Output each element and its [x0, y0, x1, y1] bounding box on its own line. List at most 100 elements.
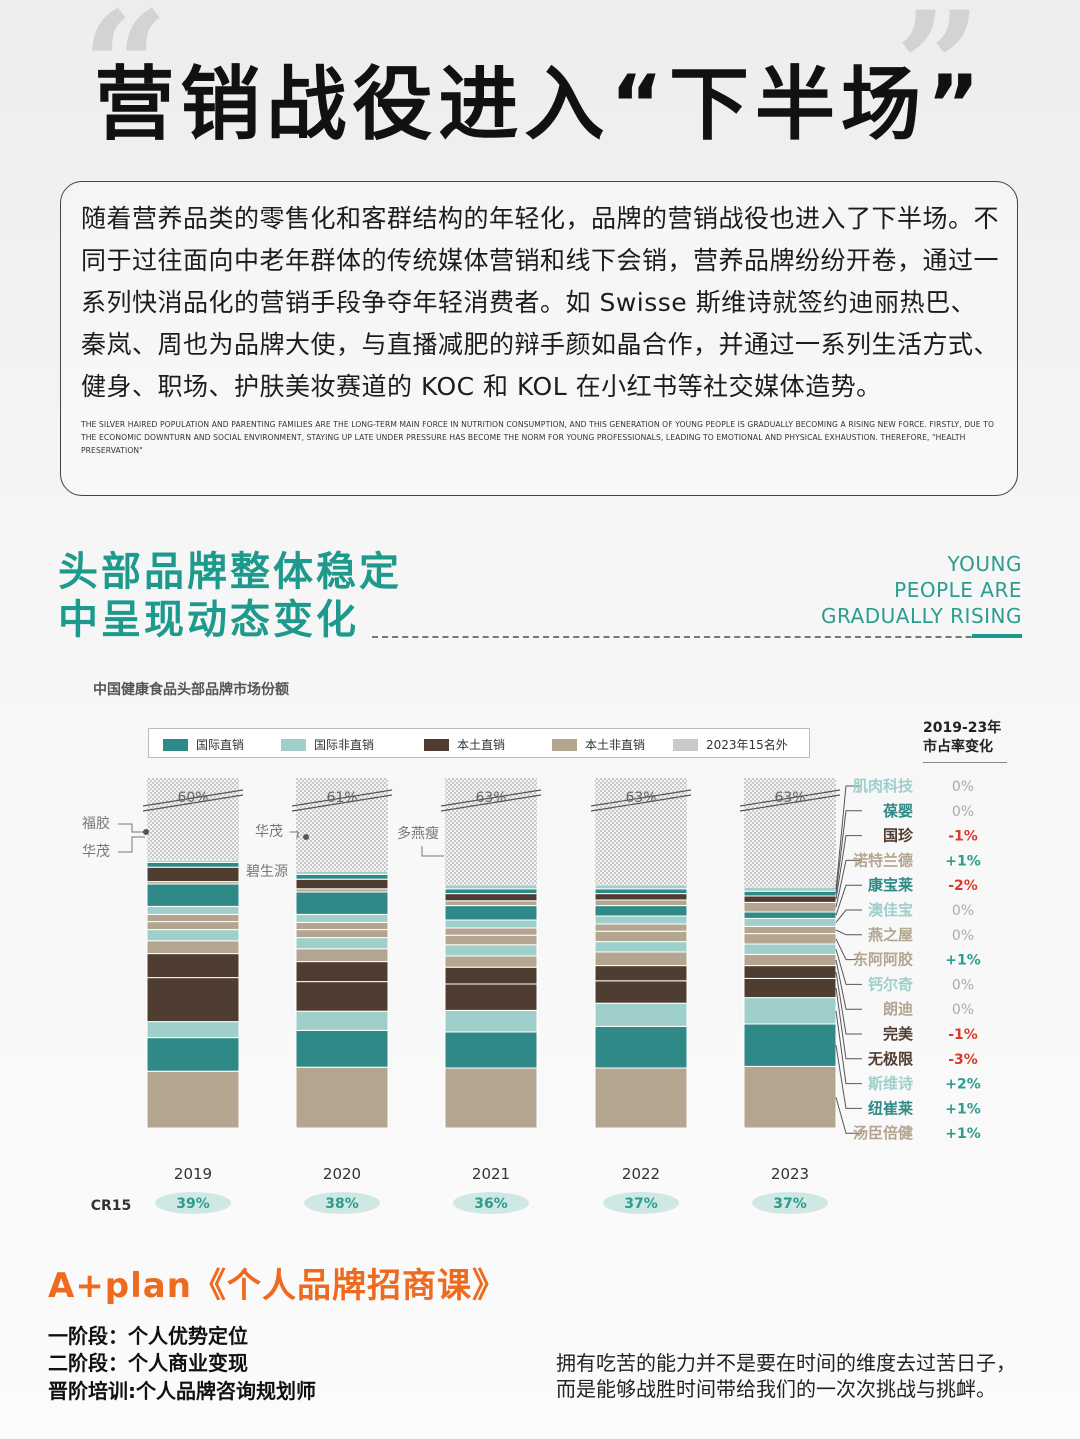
share-change-value: +1% [945, 853, 981, 869]
brand-label: 肌肉科技 [853, 777, 914, 795]
cr15-badge [155, 1192, 231, 1214]
leader-line [835, 785, 862, 890]
legend-label: 国际直销 [196, 738, 245, 752]
share-change-value: +1% [945, 953, 981, 969]
share-change-value: -1% [948, 829, 978, 845]
open-quote-decoration: “ [82, 0, 169, 155]
legend-swatch [424, 739, 449, 751]
bar-segment [743, 933, 837, 945]
x-tick-label: 2019 [174, 1165, 212, 1183]
page-title: 营销战役进入“下半场” [94, 58, 986, 151]
legend-item-local-nondirect: 本土非直销 [552, 736, 645, 753]
side-english-tagline: YOUNG PEOPLE ARE GRADUALLY RISING [821, 551, 1022, 629]
others-share-label: 61% [326, 790, 357, 806]
leader-line [835, 959, 862, 1010]
legend-item-intl-nondirect: 国际非直销 [281, 736, 374, 753]
bar-segment [743, 965, 837, 979]
leader-line [835, 1010, 862, 1085]
bar-segment [295, 891, 389, 915]
bar-segment [594, 930, 688, 943]
change-header-underline [923, 762, 1007, 763]
bar-segment [444, 944, 538, 957]
brand-label: 诺特兰德 [853, 851, 913, 869]
bar-segment [743, 997, 837, 1025]
leader-line [835, 987, 862, 1060]
axis-break-line [590, 794, 692, 812]
legend-label: 国际非直销 [314, 738, 375, 752]
bar-segment [594, 941, 688, 953]
bar-segment [146, 905, 240, 915]
leader-line [835, 1045, 862, 1109]
bar-segment [594, 980, 688, 1004]
bar-segment [295, 873, 389, 880]
chart-title: 中国健康食品头部品牌市场份额 [93, 682, 289, 698]
axis-break-line [142, 794, 244, 812]
brand-label: 澳佳宝 [868, 901, 913, 919]
share-change-value: 0% [952, 928, 974, 944]
leader-line [835, 929, 862, 936]
intro-text: 随着营养品类的零售化和客群结构的年轻化，品牌的营销战役也进入了下半场。不同于过往… [81, 204, 1000, 401]
bar-segment [295, 1066, 389, 1129]
x-tick-label: 2022 [622, 1165, 660, 1183]
cr15-badge [752, 1192, 828, 1214]
axis-break-line [291, 789, 393, 807]
share-change-value: 0% [952, 977, 974, 993]
bar-segment [594, 1067, 688, 1129]
brand-label: 国珍 [883, 827, 914, 845]
bar-segment [743, 890, 837, 897]
bar-segment [444, 934, 538, 946]
course-stage-3: 晋阶培训:个人品牌咨询规划师 [48, 1379, 316, 1403]
bar-segment [146, 940, 240, 955]
axis-break-line [142, 789, 244, 807]
bar-segment [743, 917, 837, 927]
side-en-line1: YOUNG [947, 552, 1022, 576]
cr15-badge [603, 1192, 679, 1214]
cr15-value: 36% [474, 1196, 508, 1212]
legend-label: 本土非直销 [585, 738, 646, 752]
bar-segment [743, 943, 837, 955]
leader-line [835, 971, 862, 1035]
share-change-value: -3% [948, 1052, 978, 1068]
brand-label: 完美 [883, 1025, 914, 1043]
slogan: 拥有吃苦的能力并不是要在时间的维度去过苦日子， 而是能够战胜时间带给我们的一次次… [556, 1350, 1016, 1402]
cr15-value: 37% [773, 1196, 807, 1212]
bar-segment [444, 1031, 538, 1069]
legend-item-intl-direct: 国际直销 [163, 736, 244, 753]
dashed-divider [372, 636, 1022, 638]
brand-label: 斯维诗 [868, 1075, 913, 1093]
others-share-label: 63% [475, 790, 506, 806]
side-label: 福胶 [82, 815, 110, 832]
brand-label: 汤臣倍健 [853, 1124, 913, 1142]
bar-segment [444, 955, 538, 968]
share-change-value: 0% [952, 903, 974, 919]
brand-label: 燕之屋 [868, 926, 913, 944]
bar-segment [444, 905, 538, 921]
section-title-line2: 中呈现动态变化 [58, 597, 359, 643]
bar-segment [295, 961, 389, 983]
bar-segment [743, 1065, 837, 1129]
x-tick-label: 2021 [472, 1165, 510, 1183]
axis-break-line [739, 789, 841, 807]
bar-segment [743, 886, 837, 892]
bar-segment [146, 953, 240, 979]
bar-segment [146, 883, 240, 907]
bar-segment [146, 861, 240, 868]
bar-segment [146, 1021, 240, 1039]
bar-segment [444, 888, 538, 895]
brand-label: 钙尔奇 [868, 975, 913, 993]
share-change-value: 0% [952, 779, 974, 795]
legend-label: 本土直销 [457, 738, 506, 752]
side-label: 华茂 [82, 843, 110, 860]
leader-line [835, 938, 862, 961]
bar-segment [743, 1023, 837, 1067]
bar-segment [444, 1009, 538, 1033]
share-change-value: +1% [945, 1101, 981, 1117]
slogan-line2: 而是能够战胜时间带给我们的一次次挑战与挑衅。 [556, 1377, 996, 1401]
axis-break-line [440, 794, 542, 812]
change-header-line2: 市占率变化 [923, 739, 993, 755]
others-share-label: 60% [177, 790, 208, 806]
bar-segment [743, 901, 837, 913]
bar-segment [146, 977, 240, 1023]
close-quote-decoration: ” [895, 0, 982, 155]
bar-segment-others [744, 778, 836, 888]
